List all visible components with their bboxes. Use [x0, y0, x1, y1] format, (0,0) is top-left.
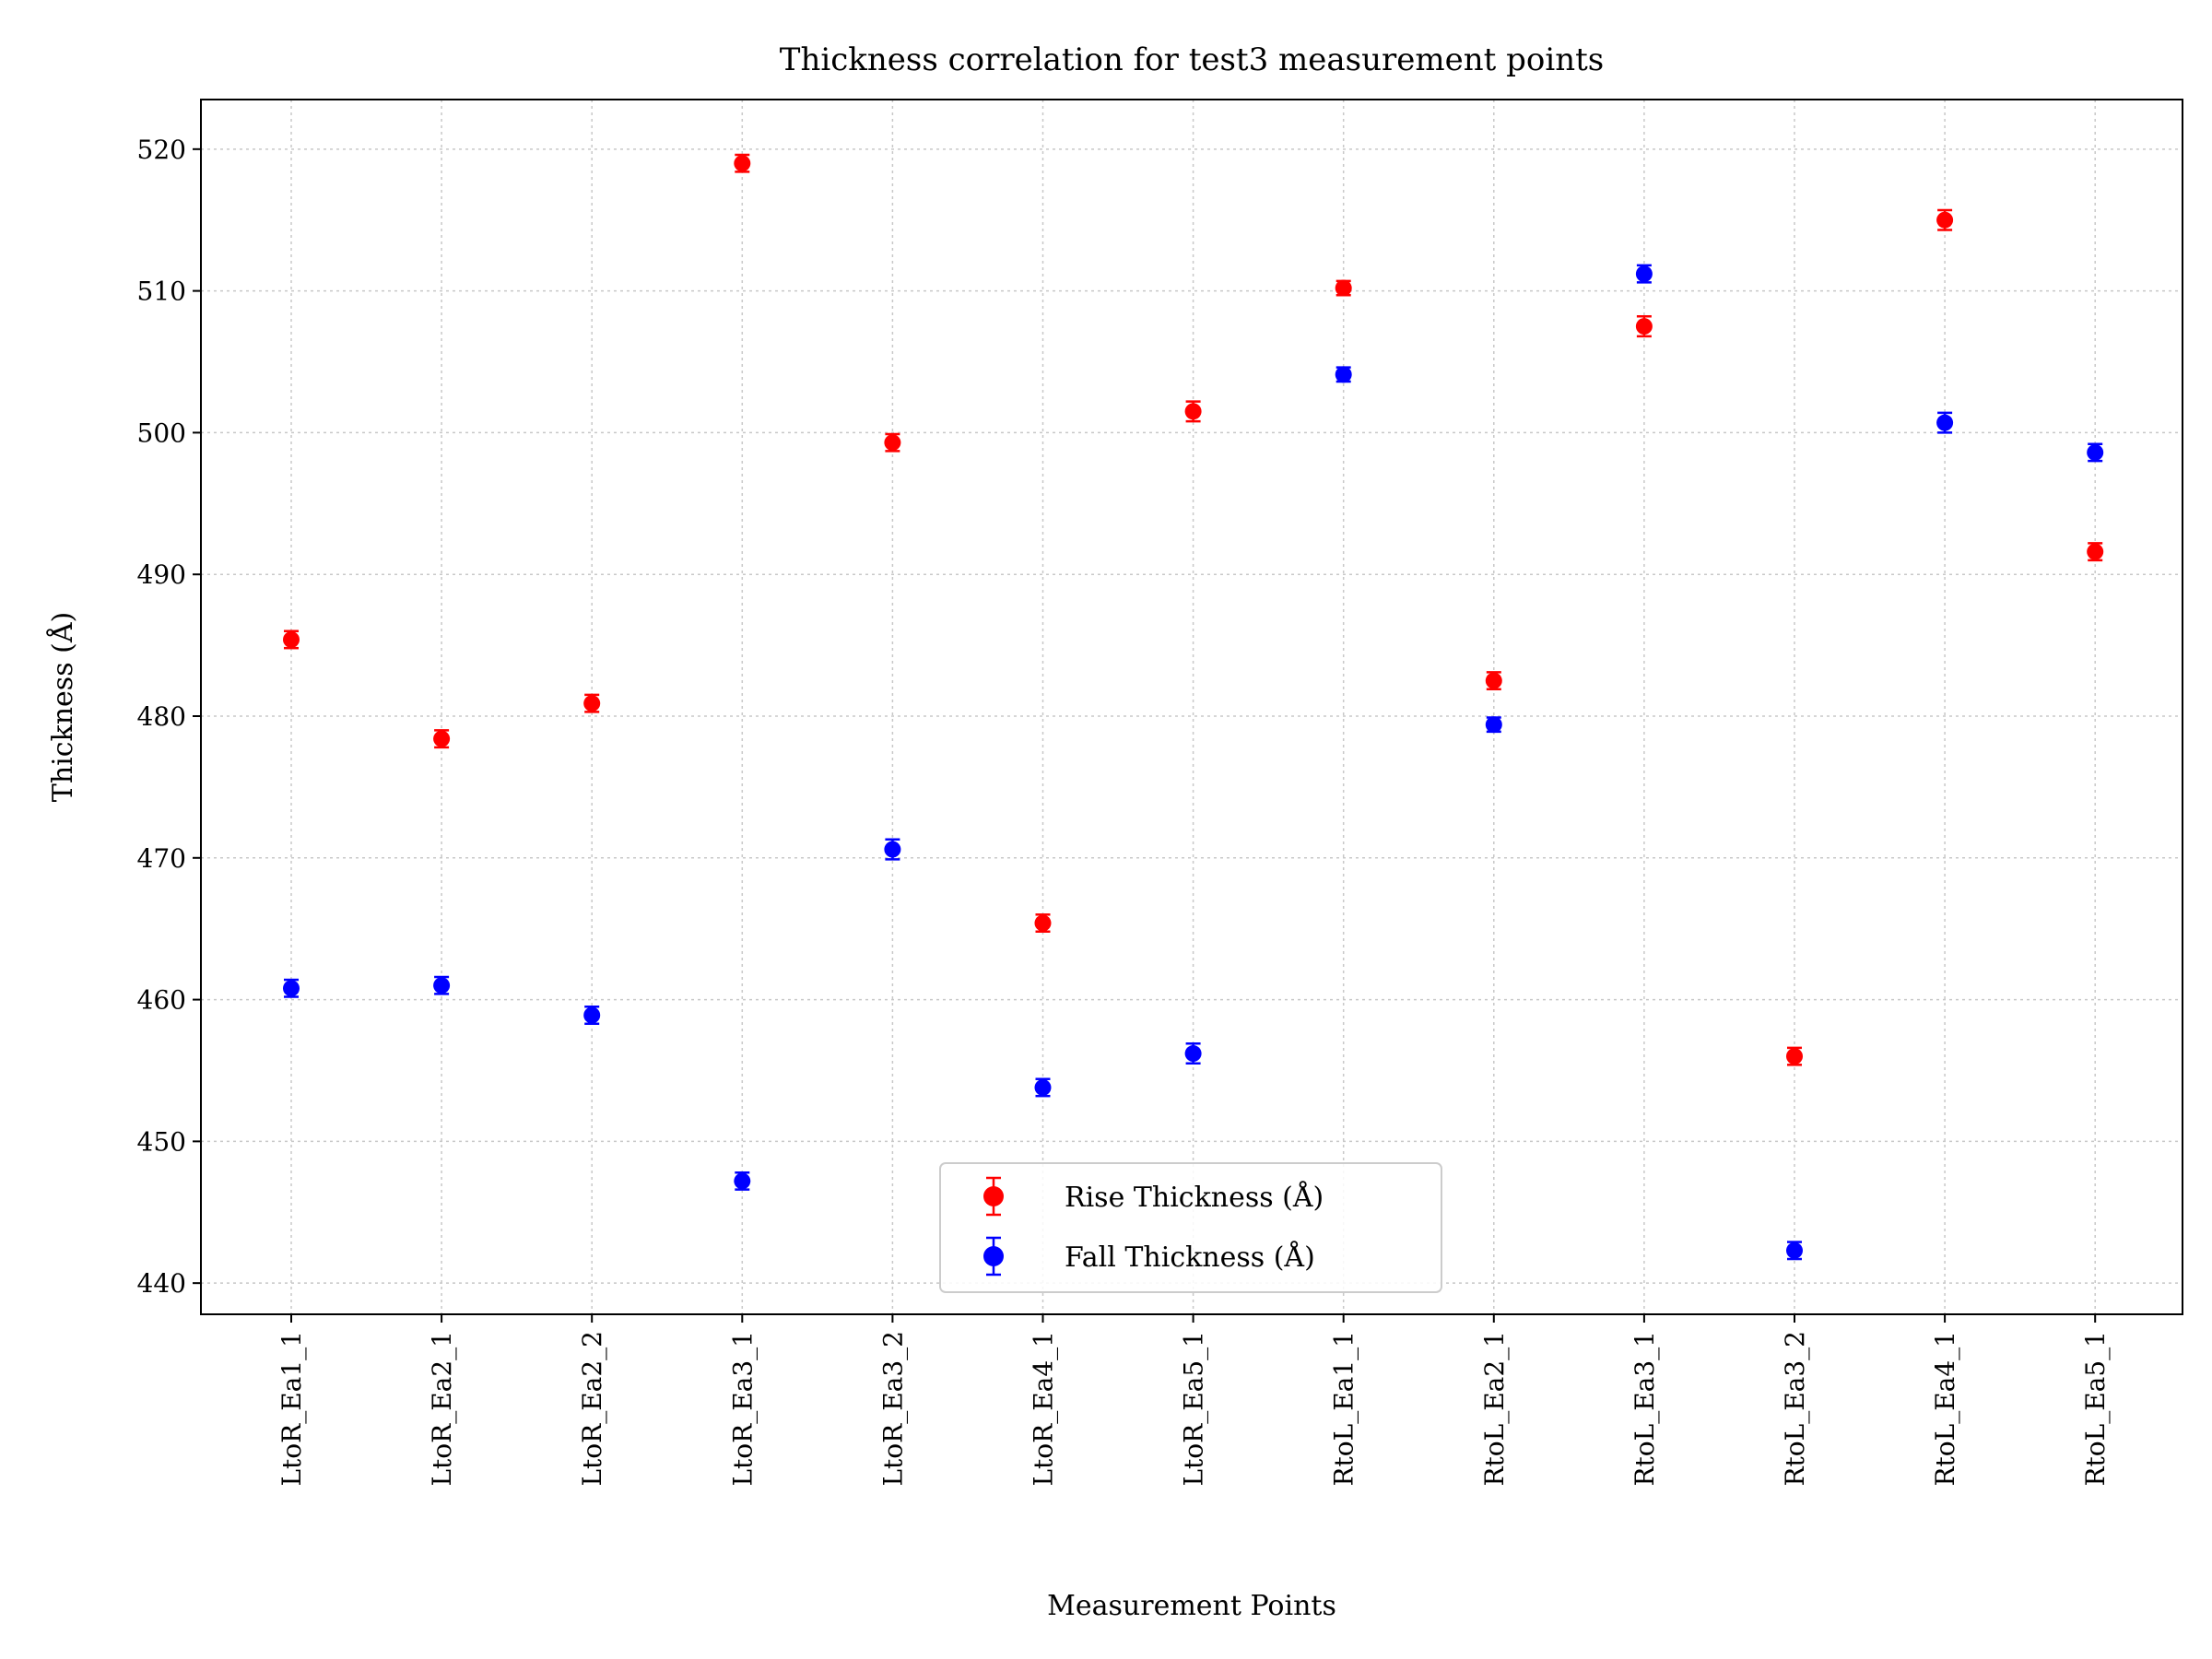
data-point: [1335, 366, 1352, 382]
data-point: [1335, 280, 1352, 297]
chart-title: Thickness correlation for test3 measurem…: [780, 41, 1604, 78]
data-point: [1786, 1242, 1803, 1259]
data-point: [583, 1006, 600, 1023]
data-point: [283, 631, 300, 648]
data-point: [433, 977, 450, 994]
y-tick-label: 450: [137, 1126, 186, 1157]
data-point: [583, 695, 600, 712]
data-point: [1185, 403, 1202, 419]
data-point: [1936, 212, 1953, 229]
y-tick-label: 520: [137, 135, 186, 165]
y-tick-label: 470: [137, 843, 186, 874]
y-tick-label: 460: [137, 985, 186, 1016]
data-point: [884, 434, 900, 451]
data-point: [1486, 673, 1502, 689]
legend-marker: [983, 1186, 1004, 1206]
x-tick-label: LtoR_Ea2_2: [577, 1331, 607, 1487]
y-axis-ticks: 440 450 460 470 480 490 500 510 520: [137, 135, 201, 1299]
x-tick-label: RtoL_Ea5_1: [2080, 1331, 2111, 1487]
legend-label: Rise Thickness (Å): [1065, 1181, 1324, 1214]
y-tick-label: 480: [137, 701, 186, 732]
x-tick-label: LtoR_Ea5_1: [1179, 1331, 1209, 1487]
data-point: [433, 731, 450, 747]
grid: [201, 100, 2183, 1314]
data-point: [283, 980, 300, 996]
data-point: [734, 155, 750, 171]
legend-marker: [983, 1246, 1004, 1266]
y-tick-label: 440: [137, 1268, 186, 1299]
y-tick-label: 500: [137, 418, 186, 448]
x-tick-label: RtoL_Ea1_1: [1329, 1331, 1359, 1487]
y-axis-label: Thickness (Å): [46, 612, 79, 802]
data-point: [884, 841, 900, 858]
data-point: [1636, 318, 1653, 335]
x-tick-label: RtoL_Ea2_1: [1479, 1331, 1510, 1487]
x-tick-label: RtoL_Ea3_2: [1780, 1331, 1810, 1487]
data-point: [1786, 1048, 1803, 1065]
data-point: [1936, 415, 1953, 431]
legend-label: Fall Thickness (Å): [1065, 1241, 1315, 1274]
x-tick-label: LtoR_Ea4_1: [1029, 1331, 1059, 1487]
data-point: [1486, 716, 1502, 733]
data-point: [2087, 444, 2103, 461]
x-tick-label: LtoR_Ea1_1: [276, 1331, 307, 1487]
plot-frame: [201, 100, 2183, 1314]
data-point: [1185, 1045, 1202, 1062]
x-tick-label: LtoR_Ea3_1: [727, 1331, 758, 1487]
x-axis-label: Measurement Points: [1047, 1590, 1336, 1622]
data-point: [2087, 544, 2103, 560]
x-tick-label: LtoR_Ea2_1: [427, 1331, 457, 1487]
data-point: [734, 1172, 750, 1189]
y-tick-label: 510: [137, 276, 186, 307]
x-axis-ticks: LtoR_Ea1_1 LtoR_Ea2_1 LtoR_Ea2_2 LtoR_Ea3_1…: [276, 1314, 2111, 1487]
legend: Rise Thickness (Å) Fall Thickness (Å): [940, 1163, 1441, 1292]
data-point: [1035, 1079, 1052, 1096]
x-tick-label: LtoR_Ea3_2: [877, 1331, 908, 1487]
y-tick-label: 490: [137, 559, 186, 590]
x-tick-label: RtoL_Ea4_1: [1930, 1331, 1960, 1487]
x-tick-label: RtoL_Ea3_1: [1630, 1331, 1660, 1487]
data-point: [1636, 265, 1653, 282]
data-point: [1035, 915, 1052, 932]
